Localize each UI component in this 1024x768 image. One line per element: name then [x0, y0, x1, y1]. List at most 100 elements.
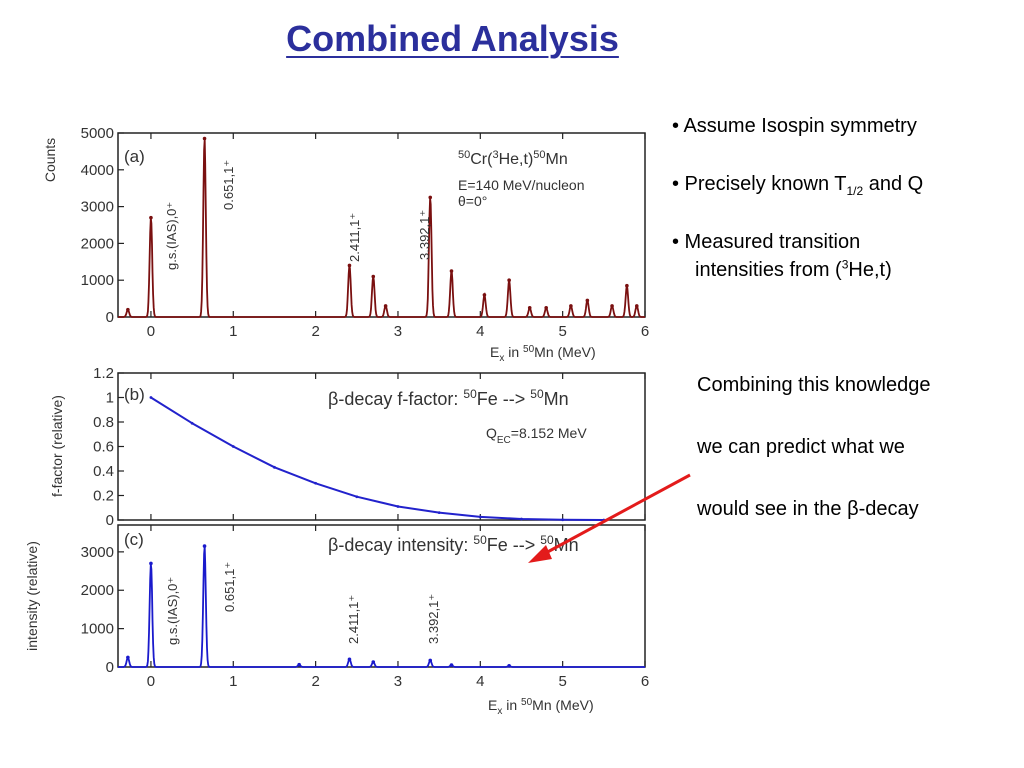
ytick-label: 0.4: [93, 463, 114, 480]
panel-a-ylabel: Counts: [42, 138, 58, 182]
f-factor-point: [396, 505, 400, 508]
peak-point: [507, 278, 511, 283]
ytick-label: 3000: [81, 199, 114, 216]
peak-point: [347, 657, 352, 662]
xtick-label: 3: [394, 323, 402, 340]
peak-point: [544, 306, 548, 310]
f-factor-point: [520, 517, 523, 521]
red-arrow-icon: [528, 473, 691, 563]
panel-c-peak-label-gs: g.s.(IAS),0⁺: [165, 577, 180, 645]
panel-c-xlabel: Ex in 50Mn (MeV): [488, 697, 594, 717]
panel-c: 0 1000 2000 3000 0 1 2 3 4 5 6 (c) β-decay intensi…: [24, 524, 649, 717]
bullet-isospin: • Assume Isospin symmetry: [672, 115, 917, 137]
peak-point: [634, 304, 639, 308]
peak-point: [507, 664, 511, 668]
peak-point: [527, 306, 532, 310]
peak-point: [428, 195, 433, 200]
bullet-list: • Assume Isospin symmetry • Precisely kn…: [672, 112, 1017, 290]
xtick-label: 0: [147, 323, 155, 340]
xtick-label: 0: [147, 673, 155, 690]
peak-point: [126, 655, 130, 660]
ytick-label: 0: [106, 512, 114, 529]
bullet-measured: • Measured transition intensities from (…: [672, 231, 892, 281]
peak-point: [202, 136, 207, 141]
spectrum-line: [118, 546, 645, 668]
f-factor-curve: [150, 396, 604, 521]
panel-c-peak-label-2411: 2.411,1⁺: [346, 595, 361, 644]
xtick-label: 5: [558, 673, 566, 690]
peak-point: [482, 293, 487, 297]
panel-a-peak-label-2411: 2.411,1⁺: [347, 213, 362, 262]
ytick-label: 1000: [81, 621, 114, 638]
f-factor-point: [190, 421, 194, 425]
xtick-label: 5: [558, 323, 566, 340]
peak-point: [126, 307, 130, 312]
panel-b-title: β-decay f-factor: 50Fe --> 50Mn: [328, 387, 569, 409]
peak-point: [371, 274, 376, 279]
combining-line-1: Combining this knowledge: [697, 374, 931, 396]
ytick-label: 0: [106, 659, 114, 676]
panel-a-angle: θ=0°: [458, 193, 487, 209]
ytick-label: 5000: [81, 125, 114, 142]
peak-point: [149, 561, 153, 566]
slide-title: Combined Analysis: [286, 18, 619, 59]
ytick-label: 1: [106, 390, 114, 407]
ytick-label: 0.2: [93, 488, 114, 505]
f-factor-point: [478, 515, 482, 519]
f-factor-point: [355, 495, 359, 499]
xtick-label: 2: [311, 323, 319, 340]
panel-a-peak-label-gs: g.s.(IAS),0⁺: [164, 202, 179, 270]
peak-point: [625, 283, 629, 288]
panel-b-ylabel: f-factor (relative): [49, 395, 65, 497]
ytick-label: 4000: [81, 162, 114, 179]
f-factor-point: [273, 465, 276, 469]
peak-point: [202, 544, 207, 548]
f-factor-point: [149, 396, 153, 399]
xtick-label: 4: [476, 673, 484, 690]
peak-point: [585, 298, 590, 303]
panel-a-peak-label-0651: 0.651,1⁺: [221, 160, 236, 210]
peak-point: [347, 263, 352, 268]
xtick-label: 6: [641, 323, 649, 340]
bullet-halflife: • Precisely known T1/2 and Q: [672, 173, 924, 198]
combining-line-2: we can predict what we: [697, 436, 905, 458]
panel-a-xlabel: Ex in 50Mn (MeV): [490, 344, 596, 364]
peak-point: [383, 304, 388, 308]
ytick-label: 3000: [81, 544, 114, 561]
xtick-label: 6: [641, 673, 649, 690]
f-factor-point: [561, 518, 565, 522]
panel-c-ylabel: intensity (relative): [24, 541, 40, 651]
peak-point: [449, 663, 454, 667]
ytick-label: 2000: [81, 582, 114, 599]
combining-text: Combining this knowledge we can predict …: [697, 370, 1017, 556]
ytick-label: 1.2: [93, 365, 114, 382]
xtick-label: 4: [476, 323, 484, 340]
panel-b-label: (b): [124, 385, 145, 404]
panel-c-label: (c): [124, 530, 144, 549]
spectrum-line: [118, 139, 645, 318]
panel-a-peak-label-3392: 3.392,1⁺: [417, 210, 432, 260]
xtick-label: 3: [394, 673, 402, 690]
xtick-label: 1: [229, 323, 237, 340]
panel-a: 0 1000 2000 3000 4000 5000 0 1 2 3 4 5 6 (a) 50Cr(3H…: [42, 125, 649, 364]
f-factor-point: [314, 481, 318, 485]
peak-point: [371, 660, 376, 664]
panel-a-reaction: 50Cr(3He,t)50Mn: [458, 149, 568, 168]
f-factor-point: [437, 511, 441, 515]
peak-point: [610, 304, 614, 308]
ytick-label: 2000: [81, 235, 114, 252]
peak-point: [149, 215, 153, 220]
peak-point: [428, 658, 433, 663]
xtick-label: 1: [229, 673, 237, 690]
panel-c-peak-label-0651: 0.651,1⁺: [222, 562, 237, 612]
panel-a-label: (a): [124, 147, 145, 166]
ytick-label: 0: [106, 309, 114, 326]
panel-b-qvalue: QEC=8.152 MeV: [486, 425, 587, 446]
panel-a-energy: E=140 MeV/nucleon: [458, 177, 584, 193]
panel-c-peak-label-3392: 3.392,1⁺: [426, 594, 441, 644]
panel-b: 0 0.2 0.4 0.6 0.8 1 1.2 (b) β-decay f-factor: …: [49, 365, 646, 529]
peak-point: [569, 304, 573, 308]
f-factor-point: [231, 445, 235, 448]
xtick-label: 2: [311, 673, 319, 690]
